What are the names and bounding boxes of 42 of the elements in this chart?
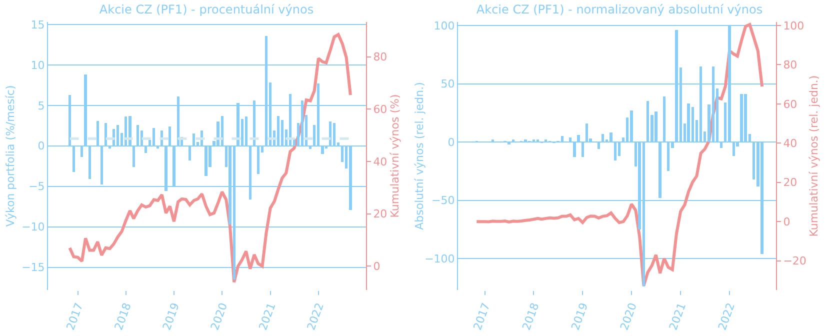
y-tick-label: 10 [30,58,45,72]
y-tick-label: 0 [448,136,455,149]
y2-axis-title: Kumulativní výnos (rel. jedn.) [808,75,821,237]
x-tick-label: 2021 [666,301,689,332]
chart-title: Akcie CZ (PF1) - procentuální výnos [99,2,314,16]
y-tick-label: −100 [424,252,455,266]
y2-tick-label: 0 [373,260,380,274]
y-tick-label: 5 [38,99,45,112]
y-tick-label: −5 [28,180,45,194]
y2-tick-label: 80 [783,58,798,72]
y2-tick-label: 40 [373,155,388,168]
y2-tick-label: 20 [373,208,388,221]
y2-tick-label: −20 [783,254,806,268]
y-tick-label: 100 [434,19,455,32]
y2-tick-label: 20 [783,176,798,190]
y-tick-label: 0 [38,140,45,153]
y2-tick-label: 40 [783,137,798,150]
y-tick-label: −50 [432,194,455,208]
x-tick-label: 2021 [256,301,278,332]
y2-tick-label: 0 [783,215,790,228]
x-tick-label: 2022 [716,301,738,332]
y-tick-label: −15 [22,261,45,274]
x-tick-label: 2017 [64,301,86,332]
y-axis-title: Absolutní výnos (rel. jedn.) [413,82,426,230]
y-tick-label: 50 [440,78,455,91]
y2-axis-title: Kumulativní výnos (%) [388,94,402,218]
chart-title: Akcie CZ (PF1) - normalizovaný absolutní výnos [476,2,763,16]
x-tick-label: 2020 [618,301,640,332]
x-tick-label: 2022 [304,301,326,332]
x-tick-label: 2018 [112,301,134,332]
x-tick-label: 2019 [568,301,591,332]
y-axis-title: Výkon portfolia (%/mesíc) [4,85,18,227]
y2-tick-label: 100 [783,19,804,32]
y-tick-label: 15 [30,18,45,32]
y-tick-label: −10 [22,220,45,234]
x-tick-label: 2019 [160,301,182,332]
x-tick-label: 2018 [520,301,542,332]
x-tick-label: 2017 [470,301,493,332]
y2-tick-label: 60 [783,98,798,111]
x-tick-label: 2020 [208,301,230,332]
y2-tick-label: 60 [373,103,388,116]
y2-tick-label: 80 [373,50,388,64]
